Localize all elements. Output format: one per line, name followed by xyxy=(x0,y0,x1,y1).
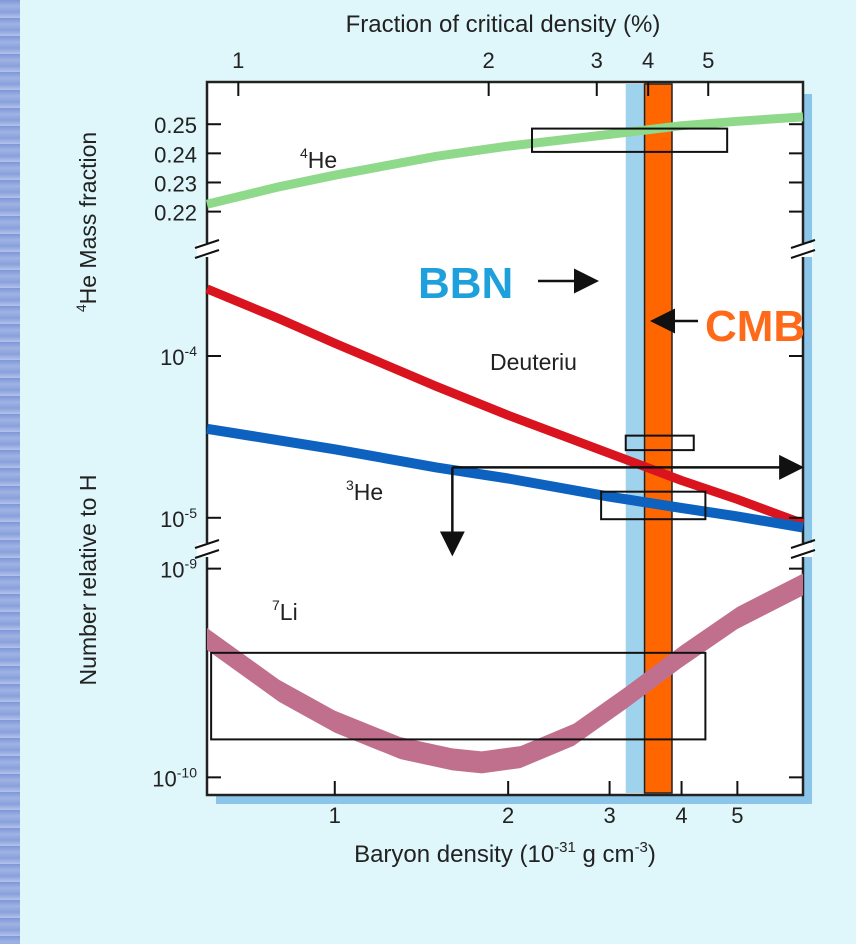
y-axis-title-helium: 4He Mass fraction xyxy=(73,132,101,312)
top-x-tick-label-4: 4 xyxy=(642,48,654,73)
top-x-tick-label-5: 5 xyxy=(702,48,714,73)
bbn-label: BBN xyxy=(418,259,513,308)
helium-4-y-tick-label-4: 0.22 xyxy=(154,201,197,226)
lithium-7-7li-band xyxy=(207,573,803,774)
helium-4-y-tick-label-2: 0.24 xyxy=(154,142,197,167)
x-tick-label-2: 2 xyxy=(502,803,514,828)
label-deuterium: Deuteriu xyxy=(490,349,577,375)
x-axis-title: Baryon density (10-31 g cm-3) xyxy=(354,839,656,868)
axis-break-mark-2-left-b xyxy=(194,549,220,559)
lithium-7-y-tick-label-1: 10-9 xyxy=(160,556,197,583)
label-lithium-7: 7Li xyxy=(272,597,298,625)
axis-break-mark-1-left-b xyxy=(194,249,220,259)
helium-4-y-tick-label-3: 0.23 xyxy=(154,171,197,196)
slide-left-border xyxy=(0,0,20,944)
helium-4-observation-box-1 xyxy=(531,127,729,153)
top-x-tick-label-1: 1 xyxy=(232,48,244,73)
x-tick-label-4: 4 xyxy=(675,803,687,828)
x-tick-label-5: 5 xyxy=(731,803,743,828)
y-axis-title-number-relative: Number relative to H xyxy=(75,475,101,686)
helium-4-y-tick-label-1: 0.25 xyxy=(154,113,197,138)
top-x-axis-title: Fraction of critical density (%) xyxy=(346,11,661,38)
lithium-7-observation-box-1 xyxy=(210,651,707,741)
label-helium-4: 4He xyxy=(300,145,337,173)
deuterium-helium-3-deuteriu-line xyxy=(205,284,805,528)
axis-break-mark-1-right-a xyxy=(790,239,816,249)
lithium-7-y-tick-label-2: 10-10 xyxy=(152,764,197,791)
x-tick-label-3: 3 xyxy=(603,803,615,828)
cmb-label: CMB xyxy=(705,302,805,351)
deuterium-helium-3-y-tick-label-2: 10-5 xyxy=(160,505,197,532)
deuterium-helium-3-3he-line xyxy=(206,423,804,533)
axis-break-mark-2-left-a xyxy=(194,539,220,549)
helium-4-4he-line xyxy=(205,112,804,209)
axis-break-mark-1-left-a xyxy=(194,239,220,249)
label-helium-3: 3He xyxy=(346,477,383,505)
top-x-tick-label-3: 3 xyxy=(591,48,603,73)
top-x-tick-label-2: 2 xyxy=(483,48,495,73)
plot-area xyxy=(205,80,805,797)
deuterium-helium-3-observation-box-1 xyxy=(624,434,695,452)
axis-break-mark-2-right-b xyxy=(790,549,816,559)
axis-break-mark-2-right-a xyxy=(790,539,816,549)
x-tick-label-1: 1 xyxy=(329,803,341,828)
axis-break-mark-1-right-b xyxy=(790,249,816,259)
deuterium-helium-3-observation-box-2 xyxy=(600,490,707,521)
deuterium-helium-3-y-tick-label-1: 10-4 xyxy=(160,343,197,370)
